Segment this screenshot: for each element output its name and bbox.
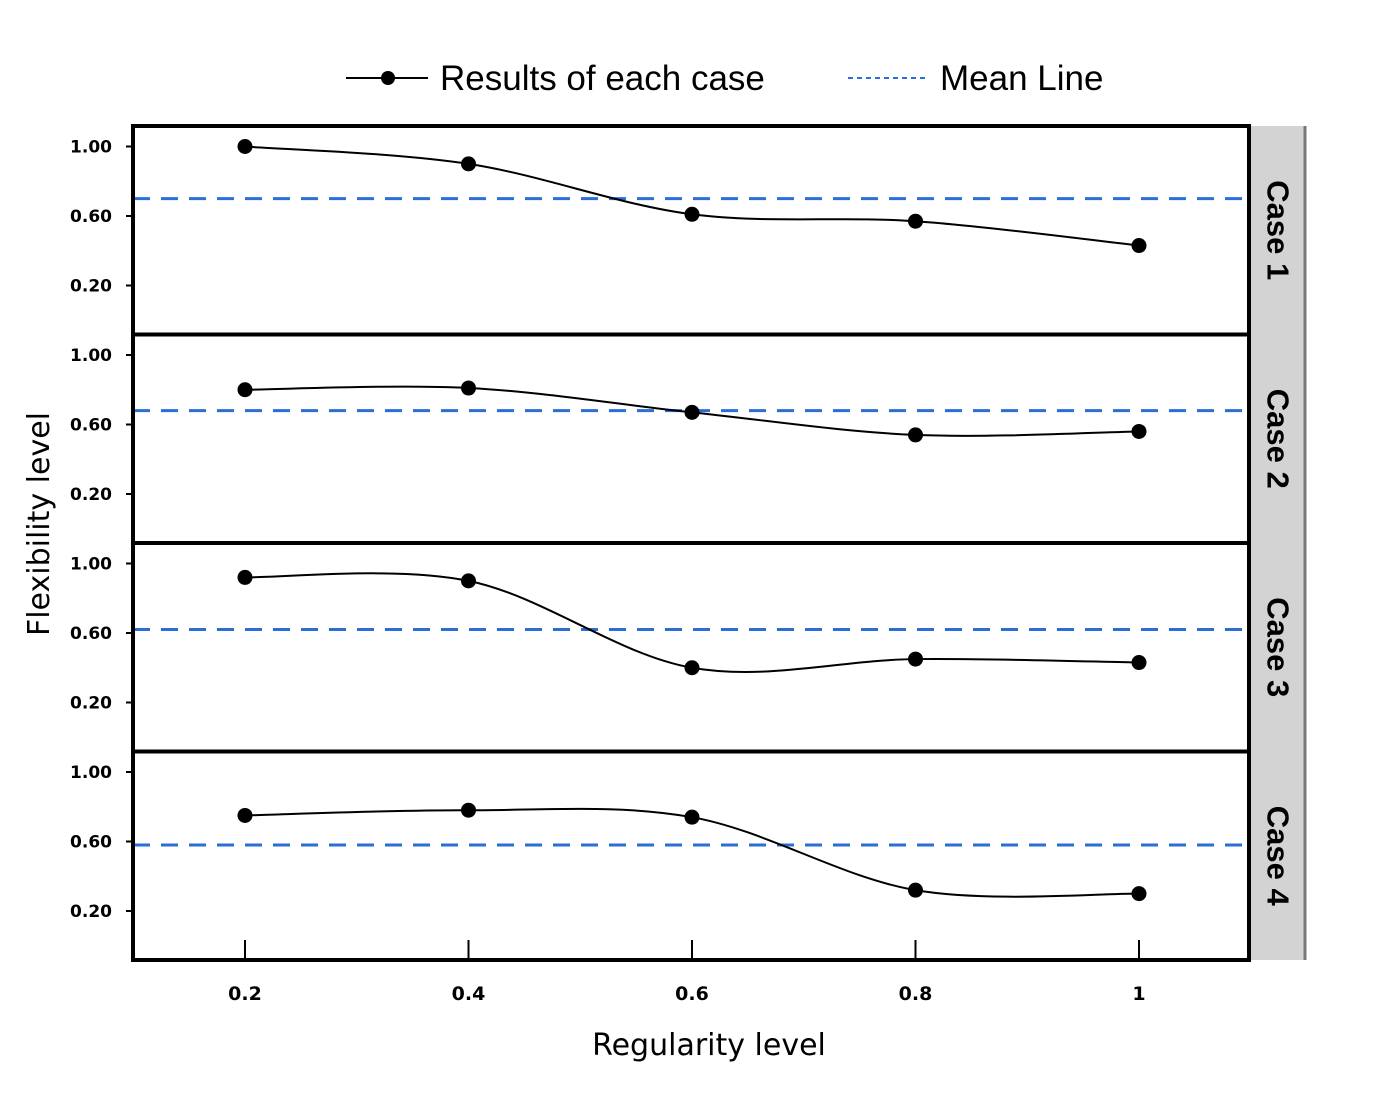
panel-case-4: Case 4 0.20 0.60 1.00 (70, 749, 1307, 962)
y-tick-label: 1.00 (70, 138, 112, 158)
y-axis-title: Flexibility level (22, 412, 57, 636)
panel-frame (131, 541, 1251, 754)
data-point (1131, 886, 1147, 902)
x-axis-title: Regularity level (592, 1028, 826, 1063)
y-tick-label: 1.00 (70, 763, 112, 783)
data-point (461, 573, 476, 589)
data-point (908, 427, 923, 443)
data-point (461, 380, 476, 396)
data-point (684, 660, 700, 676)
strip-background (1251, 751, 1305, 960)
strip-background (1251, 126, 1305, 335)
data-point (1131, 238, 1147, 254)
data-point (684, 206, 700, 222)
x-tick-label: 0.6 (675, 983, 709, 1005)
panel-case-3: Case 3 0.20 0.60 1.00 (70, 541, 1307, 754)
y-tick-label: 0.20 (70, 277, 112, 297)
data-point (461, 156, 476, 172)
y-tick-label: 0.60 (70, 416, 112, 436)
legend: Results of each case Mean Line (346, 59, 1103, 98)
strip-label: Case 4 (1261, 806, 1296, 907)
strip-label: Case 3 (1261, 597, 1296, 697)
x-tick-label: 0.2 (228, 983, 262, 1005)
y-tick-label: 1.00 (70, 346, 112, 366)
data-point (684, 404, 700, 420)
legend-series-marker (381, 71, 395, 85)
legend-series-label: Results of each case (440, 59, 765, 98)
panel-case-1: Case 1 0.20 0.60 1.00 (70, 124, 1307, 337)
data-point (461, 802, 476, 818)
data-point (908, 213, 923, 229)
panel-frame (131, 124, 1251, 337)
panel-frame (131, 332, 1251, 545)
data-point (684, 809, 700, 825)
panel-case-2: Case 2 0.20 0.60 1.00 (70, 332, 1307, 545)
data-point (237, 139, 253, 154)
data-point (237, 807, 253, 823)
y-tick-label: 0.60 (70, 833, 112, 853)
series-line (244, 572, 1140, 674)
y-tick-label: 0.20 (70, 902, 112, 922)
data-point (237, 382, 253, 398)
strip-background (1251, 334, 1305, 543)
x-tick-label: 0.8 (899, 983, 933, 1005)
legend-mean-label: Mean Line (940, 59, 1103, 98)
y-tick-label: 0.60 (70, 207, 112, 227)
panel-frame (131, 749, 1251, 962)
y-tick-label: 1.00 (70, 555, 112, 575)
data-point (1131, 655, 1147, 671)
y-tick-label: 0.20 (70, 694, 112, 714)
strip-label: Case 2 (1261, 389, 1296, 489)
strip-background (1251, 543, 1305, 752)
x-tick-label: 0.4 (452, 983, 486, 1005)
y-tick-label: 0.20 (70, 485, 112, 505)
y-tick-label: 0.60 (70, 624, 112, 644)
x-axis: 0.2 0.4 0.6 0.8 1 (228, 940, 1146, 1005)
data-point (908, 882, 923, 898)
strip-label: Case 1 (1261, 180, 1296, 280)
x-tick-label: 1 (1132, 983, 1145, 1005)
data-point (1131, 423, 1147, 439)
data-point (908, 651, 923, 667)
data-point (237, 569, 253, 585)
series-line (244, 145, 1140, 247)
